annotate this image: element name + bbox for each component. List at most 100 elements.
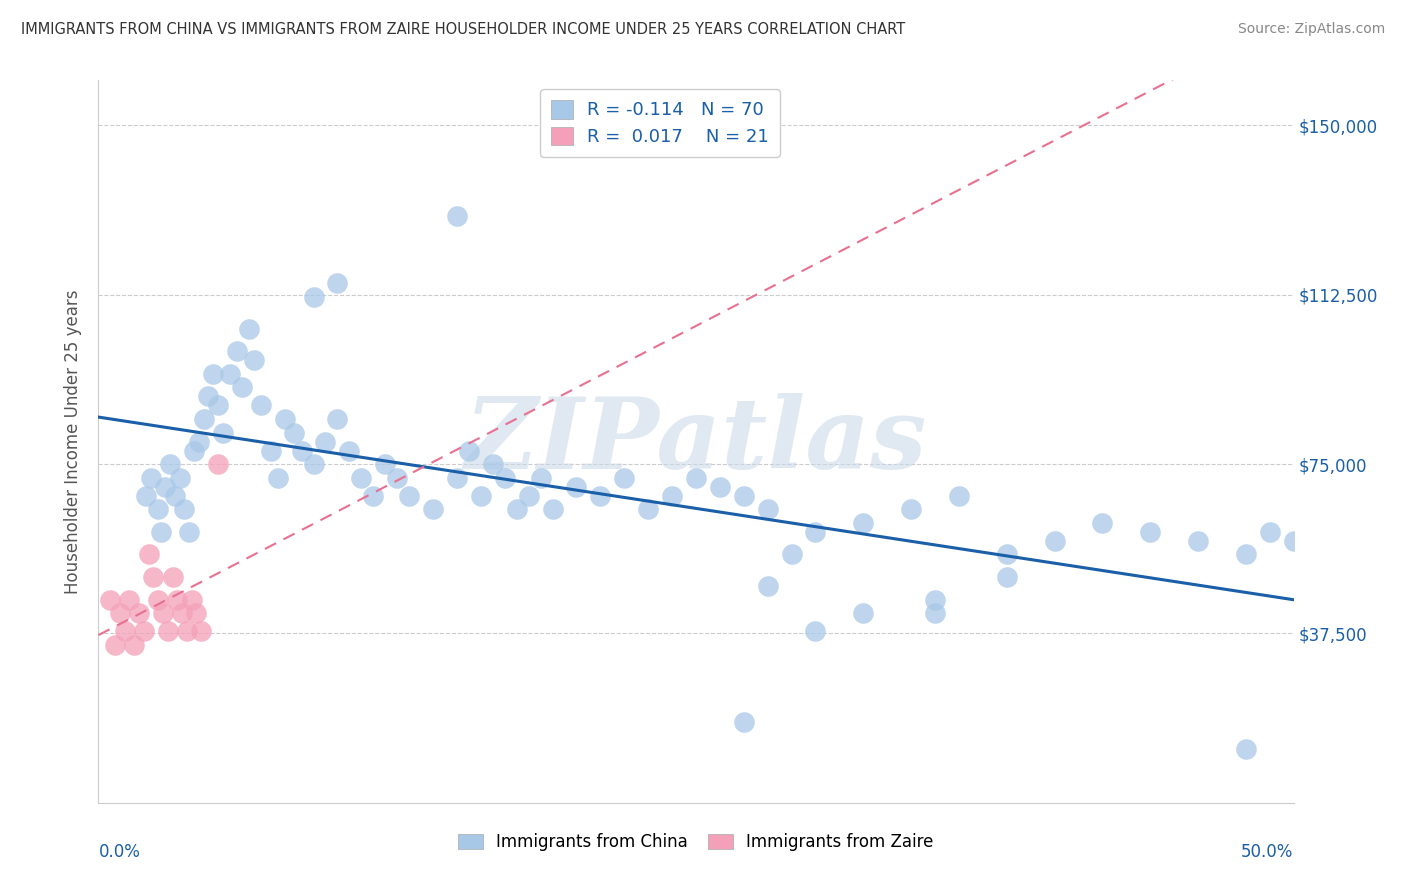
Point bbox=[238, 321, 260, 335]
Point bbox=[326, 412, 349, 426]
Point bbox=[1282, 533, 1305, 548]
Point bbox=[243, 353, 266, 368]
Text: ZIPatlas: ZIPatlas bbox=[465, 393, 927, 490]
Text: 0.0%: 0.0% bbox=[98, 843, 141, 861]
Point bbox=[156, 624, 179, 639]
Point bbox=[207, 398, 229, 412]
Point bbox=[302, 290, 325, 304]
Point bbox=[118, 592, 141, 607]
Point bbox=[226, 344, 249, 359]
Point bbox=[274, 412, 297, 426]
Point bbox=[259, 443, 281, 458]
Point bbox=[339, 443, 361, 458]
Point bbox=[148, 502, 170, 516]
Point bbox=[142, 570, 165, 584]
Point bbox=[780, 548, 803, 562]
Text: IMMIGRANTS FROM CHINA VS IMMIGRANTS FROM ZAIRE HOUSEHOLDER INCOME UNDER 25 YEARS: IMMIGRANTS FROM CHINA VS IMMIGRANTS FROM… bbox=[21, 22, 905, 37]
Point bbox=[733, 489, 755, 503]
Point bbox=[385, 470, 409, 484]
Point bbox=[207, 457, 229, 471]
Point bbox=[104, 638, 127, 652]
Point bbox=[398, 489, 420, 503]
Point bbox=[108, 606, 131, 620]
Point bbox=[995, 570, 1018, 584]
Point bbox=[530, 470, 553, 484]
Point bbox=[481, 457, 505, 471]
Point bbox=[1234, 741, 1257, 756]
Point bbox=[995, 548, 1018, 562]
Point bbox=[494, 470, 516, 484]
Point bbox=[186, 606, 208, 620]
Point bbox=[173, 502, 195, 516]
Point bbox=[283, 425, 305, 440]
Point bbox=[180, 592, 202, 607]
Point bbox=[565, 480, 588, 494]
Point bbox=[458, 443, 481, 458]
Y-axis label: Householder Income Under 25 years: Householder Income Under 25 years bbox=[63, 289, 82, 594]
Point bbox=[138, 548, 160, 562]
Point bbox=[302, 457, 325, 471]
Point bbox=[363, 489, 385, 503]
Point bbox=[517, 489, 540, 503]
Point bbox=[169, 470, 191, 484]
Point bbox=[132, 624, 155, 639]
Point bbox=[124, 638, 146, 652]
Point bbox=[470, 489, 492, 503]
Point bbox=[98, 592, 122, 607]
Point bbox=[163, 489, 186, 503]
Point bbox=[924, 606, 946, 620]
Point bbox=[589, 489, 612, 503]
Point bbox=[148, 592, 170, 607]
Point bbox=[804, 524, 827, 539]
Point bbox=[948, 489, 970, 503]
Point bbox=[506, 502, 529, 516]
Point bbox=[190, 624, 212, 639]
Point bbox=[422, 502, 444, 516]
Point bbox=[446, 209, 468, 223]
Point bbox=[202, 367, 225, 381]
Point bbox=[176, 624, 198, 639]
Point bbox=[804, 624, 827, 639]
Text: 50.0%: 50.0% bbox=[1241, 843, 1294, 861]
Point bbox=[159, 457, 181, 471]
Point bbox=[315, 434, 337, 449]
Point bbox=[155, 480, 177, 494]
Point bbox=[128, 606, 150, 620]
Point bbox=[1258, 524, 1281, 539]
Point bbox=[661, 489, 683, 503]
Point bbox=[166, 592, 188, 607]
Point bbox=[637, 502, 659, 516]
Legend: Immigrants from China, Immigrants from Zaire: Immigrants from China, Immigrants from Z… bbox=[450, 825, 942, 860]
Point bbox=[613, 470, 636, 484]
Point bbox=[374, 457, 396, 471]
Point bbox=[924, 592, 946, 607]
Point bbox=[1139, 524, 1161, 539]
Point bbox=[541, 502, 564, 516]
Point bbox=[231, 380, 253, 394]
Point bbox=[179, 524, 201, 539]
Point bbox=[219, 367, 242, 381]
Point bbox=[135, 489, 157, 503]
Point bbox=[1234, 548, 1257, 562]
Point bbox=[250, 398, 273, 412]
Point bbox=[756, 502, 779, 516]
Point bbox=[852, 516, 875, 530]
Point bbox=[152, 606, 174, 620]
Point bbox=[267, 470, 290, 484]
Point bbox=[197, 389, 219, 403]
Point bbox=[756, 579, 779, 593]
Point bbox=[1043, 533, 1066, 548]
Point bbox=[291, 443, 314, 458]
Point bbox=[211, 425, 233, 440]
Point bbox=[326, 277, 349, 291]
Point bbox=[1091, 516, 1114, 530]
Point bbox=[900, 502, 922, 516]
Point bbox=[139, 470, 162, 484]
Point bbox=[709, 480, 731, 494]
Point bbox=[114, 624, 136, 639]
Point bbox=[183, 443, 205, 458]
Point bbox=[733, 714, 755, 729]
Point bbox=[852, 606, 875, 620]
Point bbox=[1187, 533, 1209, 548]
Point bbox=[350, 470, 373, 484]
